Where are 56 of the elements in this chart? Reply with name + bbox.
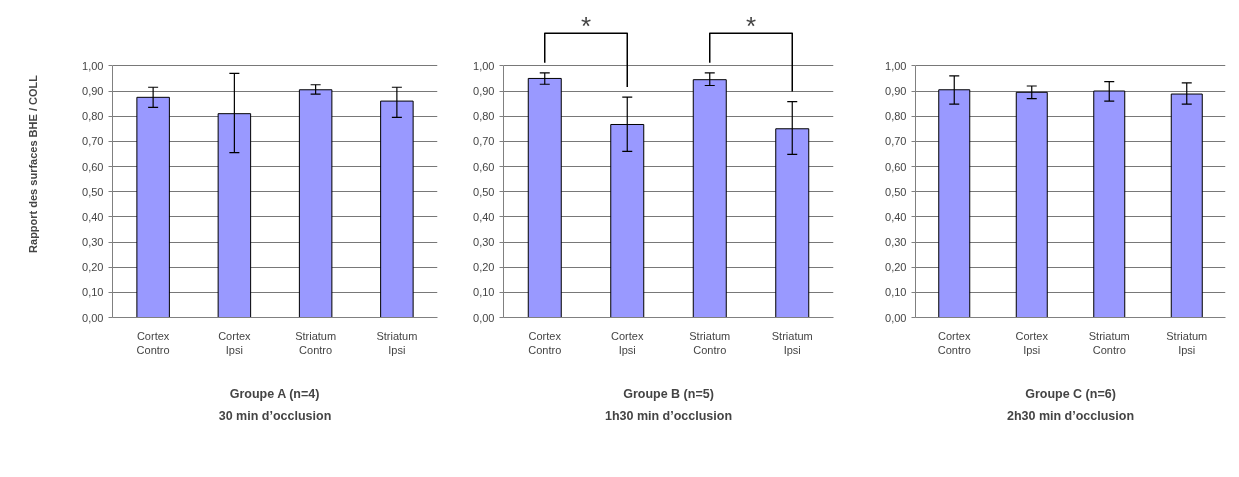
y-tick-label: 0,80	[82, 110, 104, 123]
y-tick-label: 0,40	[82, 210, 104, 223]
y-tick-label: 0,10	[473, 286, 495, 299]
x-axis-title: Groupe A (n=4)	[229, 386, 320, 401]
text: 1h30 min d’occlusion	[604, 408, 733, 423]
x-tick-label: Striatum Contro	[689, 329, 731, 356]
y-tick-label: 0,60	[473, 160, 495, 173]
x-tick-label: Cortex Ipsi	[218, 329, 252, 356]
y-tick-label: 0,20	[473, 261, 495, 274]
y-tick-label: 1,00	[885, 59, 907, 72]
x-axis-title: Groupe B (n=5)	[623, 386, 714, 401]
y-tick-label: 0,70	[885, 135, 907, 148]
y-tick-label: 0,30	[473, 236, 495, 249]
y-tick-label: 0,30	[885, 236, 907, 249]
x-tick-label: Striatum Contro	[1088, 329, 1130, 356]
x-tick-label: Cortex Contro	[136, 329, 170, 356]
x-axis-title: Groupe C (n=6)	[1025, 386, 1116, 401]
bar	[527, 77, 562, 318]
bar	[298, 89, 333, 318]
y-tick-label: 0,90	[885, 85, 907, 98]
y-tick-label: 0,60	[82, 160, 104, 173]
y-tick-label: 0,90	[82, 85, 104, 98]
x-tick-label: Cortex Ipsi	[611, 329, 644, 356]
y-tick-label: 1,00	[473, 59, 495, 72]
y-tick-label: 0,90	[473, 85, 495, 98]
y-tick-label: 0,50	[885, 185, 907, 198]
y-tick-label: 1,00	[82, 59, 104, 72]
y-tick-label: 0,80	[885, 110, 907, 123]
y-tick-label: 0,00	[473, 311, 495, 324]
y-tick-label: 0,10	[885, 286, 907, 299]
y-tick-label: 0,00	[885, 311, 907, 324]
y-tick-label: 0,20	[82, 261, 104, 274]
y-tick-label: 0,00	[82, 311, 104, 324]
text: 30 min d’occlusion	[218, 408, 332, 423]
y-tick-label: 0,50	[473, 185, 495, 198]
x-tick-label: Striatum Contro	[295, 329, 337, 356]
y-tick-label: 0,10	[82, 286, 104, 299]
text: *	[580, 11, 592, 42]
text: *	[745, 11, 757, 42]
y-tick-label: 0,20	[885, 261, 907, 274]
y-tick-label: 0,70	[82, 135, 104, 148]
y-axis-title: Rapport des surfaces BHE / COLL	[27, 74, 40, 253]
y-tick-label: 0,70	[473, 135, 495, 148]
x-tick-label: Cortex Contro	[937, 329, 971, 356]
x-tick-label: Striatum Ipsi	[1166, 329, 1208, 356]
y-tick-label: 0,60	[885, 160, 907, 173]
x-tick-label: Cortex Ipsi	[1015, 329, 1049, 356]
x-tick-label: Cortex Contro	[528, 329, 562, 356]
text: 2h30 min d’occlusion	[1006, 408, 1135, 423]
y-tick-label: 0,40	[885, 210, 907, 223]
y-tick-label: 0,40	[473, 210, 495, 223]
y-tick-label: 0,50	[82, 185, 104, 198]
y-tick-label: 0,80	[473, 110, 495, 123]
x-tick-label: Striatum Ipsi	[771, 329, 813, 356]
x-tick-label: Striatum Ipsi	[376, 329, 418, 356]
y-tick-label: 0,30	[82, 236, 104, 249]
